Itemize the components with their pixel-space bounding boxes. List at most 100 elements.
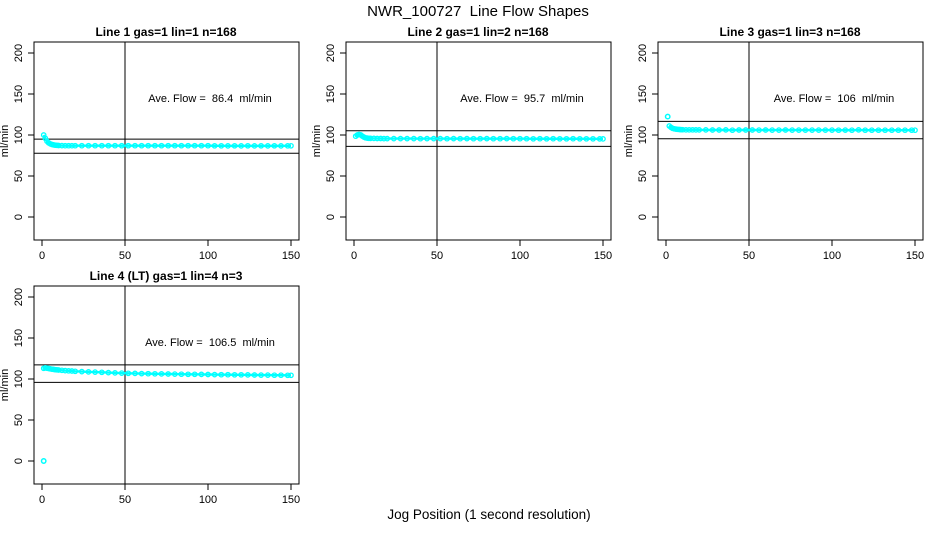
plot-box: [33, 285, 300, 485]
x-tick-label: 100: [199, 250, 217, 262]
data-point: [912, 127, 918, 134]
data-point: [450, 135, 457, 142]
panel-1-y-axis-label: ml/min: [0, 125, 11, 157]
data-point: [62, 142, 69, 149]
data-point: [517, 135, 523, 142]
data-point: [882, 127, 888, 134]
data-point: [59, 142, 65, 149]
data-point: [374, 135, 381, 142]
data-point: [483, 135, 490, 142]
data-point: [251, 143, 258, 149]
data-point: [470, 135, 477, 142]
y-tick-label: 0: [637, 214, 649, 220]
data-point: [795, 127, 802, 133]
data-point: [404, 135, 410, 142]
data-point: [530, 135, 537, 142]
data-point: [165, 142, 172, 149]
x-tick-label: 50: [743, 250, 755, 262]
x-tick-label: 150: [282, 494, 300, 506]
data-point: [145, 142, 152, 149]
panel-line-4: Line 4 (LT) gas=1 lin=4 n=3 ml/min Ave. …: [0, 269, 300, 506]
data-point: [288, 372, 294, 379]
x-tick-label: 100: [199, 494, 217, 506]
data-point: [590, 135, 596, 142]
y-tick-label: 150: [13, 329, 25, 347]
data-point: [251, 372, 258, 378]
data-point: [118, 142, 125, 149]
data-point: [875, 127, 882, 134]
data-point: [72, 142, 79, 149]
data-point: [284, 142, 291, 149]
data-point: [165, 371, 172, 377]
data-point: [211, 142, 218, 149]
data-point: [211, 371, 218, 378]
data-point: [59, 367, 65, 374]
data-point: [271, 142, 278, 149]
data-point: [271, 372, 278, 379]
data-point: [556, 135, 563, 142]
data-point: [815, 127, 822, 133]
panel-2-avg-flow-annotation: Ave. Flow = 95.7 ml/min: [460, 93, 584, 105]
y-tick-label: 150: [13, 85, 25, 103]
data-point: [69, 368, 75, 374]
data-point: [862, 127, 869, 134]
data-point: [377, 135, 384, 142]
plot-box: [345, 41, 612, 241]
panel-4-y-axis-label: ml/min: [0, 369, 11, 401]
data-point: [742, 127, 749, 133]
data-point: [191, 142, 198, 149]
data-point: [65, 367, 72, 374]
data-point: [769, 127, 776, 133]
panel-line-3: Line 3 gas=1 lin=3 n=168 ml/min Ave. Flo…: [623, 25, 924, 262]
data-point: [789, 127, 796, 133]
data-point: [782, 127, 789, 133]
data-point: [888, 127, 895, 134]
plot-box: [33, 41, 300, 241]
data-point: [829, 127, 835, 133]
data-point: [490, 135, 497, 142]
data-point: [736, 127, 742, 133]
data-point: [702, 127, 709, 133]
data-point: [132, 370, 138, 377]
x-tick-label: 100: [511, 250, 529, 262]
data-point: [55, 142, 62, 149]
data-point: [231, 371, 238, 378]
data-point: [138, 370, 145, 377]
data-point: [570, 135, 576, 142]
x-tick-label: 100: [823, 250, 841, 262]
data-point: [371, 135, 377, 142]
y-tick-label: 150: [637, 85, 649, 103]
x-tick-label: 0: [39, 250, 45, 262]
data-point: [802, 127, 809, 133]
x-tick-label: 150: [594, 250, 612, 262]
data-point: [809, 127, 815, 133]
figure-xlabel: Jog Position (1 second resolution): [387, 507, 591, 522]
data-point: [563, 135, 570, 142]
data-point: [105, 369, 112, 376]
y-tick-label: 50: [637, 170, 649, 182]
data-point: [390, 135, 397, 142]
data-point: [583, 135, 590, 142]
data-point: [410, 135, 417, 142]
isolated-data-point: [40, 458, 47, 464]
data-point: [523, 135, 530, 142]
data-point: [244, 372, 251, 378]
y-tick-label: 200: [13, 288, 25, 306]
data-point: [686, 126, 693, 133]
data-point: [381, 135, 387, 142]
data-point: [171, 142, 178, 149]
data-point: [238, 371, 245, 378]
data-point: [278, 143, 284, 149]
plot-box: [657, 41, 924, 241]
panel-4-title: Line 4 (LT) gas=1 lin=4 n=3: [90, 269, 243, 283]
panel-line-1: Line 1 gas=1 lin=1 n=168 ml/min Ave. Flo…: [0, 25, 300, 262]
y-tick-label: 0: [13, 214, 25, 220]
data-point: [689, 126, 696, 133]
data-point: [264, 372, 271, 378]
data-point: [152, 142, 158, 149]
data-point: [62, 367, 69, 374]
panel-1-avg-flow-annotation: Ave. Flow = 86.4 ml/min: [148, 93, 272, 105]
data-point: [497, 135, 503, 142]
data-point: [178, 371, 185, 378]
data-point: [477, 135, 484, 142]
